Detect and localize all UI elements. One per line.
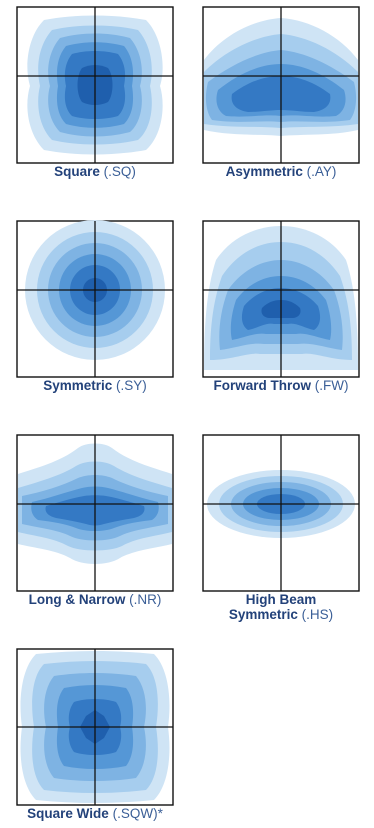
pattern-long-narrow: Long & Narrow (.NR)	[10, 434, 180, 614]
pattern-code: (.HS)	[301, 607, 334, 622]
caption: Symmetric (.SY)	[10, 378, 180, 393]
pattern-symmetric: Symmetric (.SY)	[10, 220, 180, 400]
pattern-name: Symmetric	[43, 378, 113, 393]
pattern-code: (.SY)	[116, 378, 147, 393]
pattern-asymmetric: Asymmetric (.AY)	[196, 6, 366, 186]
pattern-code: (.SQW)*	[112, 806, 163, 821]
pattern-square-wide: Square Wide (.SQW)*	[10, 648, 180, 828]
caption: Forward Throw (.FW)	[196, 378, 366, 393]
caption: Square Wide (.SQW)*	[10, 806, 180, 821]
pattern-name: Square Wide	[27, 806, 109, 821]
high-beam-distribution-diagram	[202, 434, 360, 592]
square-distribution-diagram	[16, 6, 174, 164]
pattern-code: (.AY)	[306, 164, 337, 179]
pattern-code: (.SQ)	[103, 164, 136, 179]
caption: Long & Narrow (.NR)	[10, 592, 180, 607]
pattern-high-beam-symmetric: High Beam Symmetric (.HS)	[196, 434, 366, 624]
caption: Asymmetric (.AY)	[196, 164, 366, 179]
symmetric-distribution-diagram	[16, 220, 174, 378]
pattern-code: (.NR)	[129, 592, 162, 607]
forward-throw-distribution-diagram	[202, 220, 360, 378]
pattern-name: Square	[54, 164, 100, 179]
caption: Square (.SQ)	[10, 164, 180, 179]
square-wide-distribution-diagram	[16, 648, 174, 806]
pattern-code: (.FW)	[314, 378, 349, 393]
asymmetric-distribution-diagram	[202, 6, 360, 164]
pattern-forward-throw: Forward Throw (.FW)	[196, 220, 366, 400]
pattern-name: Forward Throw	[213, 378, 312, 393]
caption: High Beam Symmetric (.HS)	[196, 592, 366, 622]
long-narrow-distribution-diagram	[16, 434, 174, 592]
pattern-square: Square (.SQ)	[10, 6, 180, 186]
pattern-name: High Beam	[245, 592, 317, 607]
pattern-name: Long & Narrow	[28, 592, 126, 607]
pattern-name: Asymmetric	[225, 164, 303, 179]
pattern-name-line2: Symmetric	[228, 607, 298, 622]
